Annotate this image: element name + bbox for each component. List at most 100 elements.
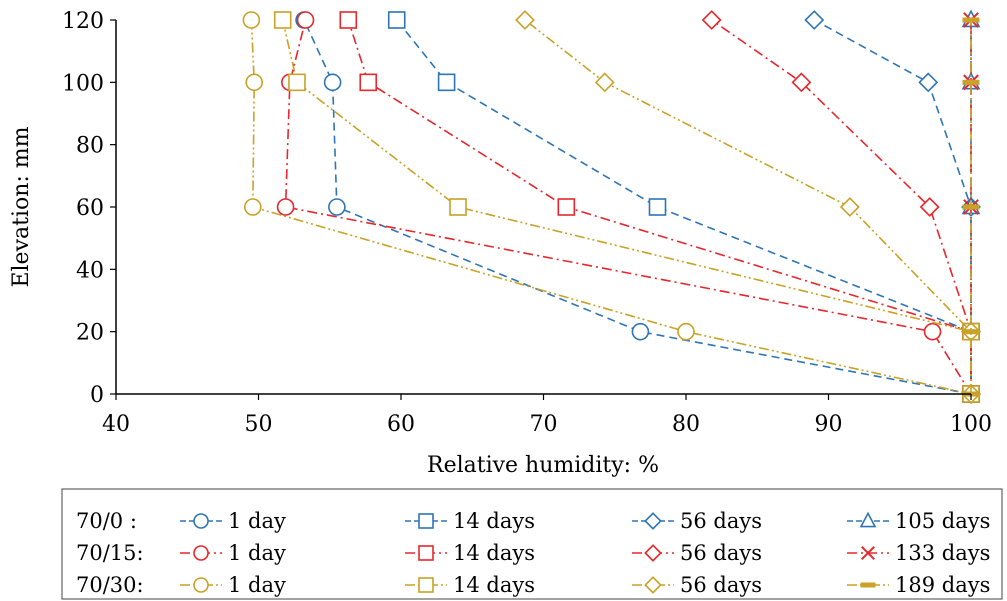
series-4 [276,11,980,403]
legend-item: 56 days [632,509,762,533]
legend-item: 14 days [405,509,535,533]
data-point [557,198,576,216]
legend-item: 14 days [405,541,535,565]
data-point [919,197,940,217]
legend-label: 14 days [453,541,535,565]
data-point [791,72,812,93]
data-point [859,511,877,528]
series-0 [295,11,980,403]
data-point [328,198,346,216]
series-10 [515,10,981,404]
y-tick-label: 120 [62,9,104,34]
legend-label: 1 day [228,509,286,533]
x-axis-title: Relative humidity: % [427,453,659,478]
x-tick-label: 60 [387,412,415,437]
plot-area [242,9,981,404]
data-point [245,73,264,92]
x-tick-label: 100 [950,412,992,437]
data-point [648,198,667,216]
series-line [524,19,972,394]
data-point [449,198,467,216]
legend-group-label: 70/0 : [76,509,137,533]
legend-label: 1 day [228,541,286,565]
y-tick-label: 40 [76,258,104,283]
data-point [860,582,876,588]
legend-label: 133 days [895,541,990,565]
data-point [288,73,306,92]
ticks: 40 50 60 70 80 90 100 0 20 40 60 80 100 120 [62,9,992,437]
y-axis-title: Elevation: mm [9,126,34,287]
x-tick-label: 80 [672,412,700,437]
data-point [418,513,434,529]
legend-group-label: 70/15: [76,541,144,565]
legend-item: 189 days [847,573,990,597]
legend-label: 56 days [680,509,762,533]
data-point [962,204,980,210]
data-point [296,11,315,29]
series-9 [273,11,980,403]
legend-item: 1 day [180,573,286,597]
data-point [387,11,406,29]
data-point [677,322,695,341]
legend-item: 56 days [632,541,762,565]
legend-item: 14 days [405,573,535,597]
legend-item: 56 days [632,573,762,597]
data-point [631,322,650,341]
legend-label: 189 days [895,573,990,597]
series-line [284,19,972,395]
data-point [701,10,722,30]
data-point [193,513,209,529]
legend-item: 105 days [847,509,990,533]
series-line [813,19,972,394]
series-1 [387,11,980,403]
data-point [418,545,434,561]
data-point [860,545,876,561]
series-line [281,19,972,394]
series-line [250,19,972,395]
data-point [193,577,209,593]
legend-label: 14 days [453,509,535,533]
x-tick-label: 90 [815,412,843,437]
legend-item: 1 day [180,541,286,565]
data-point [359,73,378,92]
data-point [515,10,535,30]
data-point [918,72,939,93]
data-point [962,329,980,335]
legend-label: 56 days [680,573,762,597]
data-point [644,576,662,594]
data-point [339,11,358,29]
legend-label: 1 day [228,573,286,597]
x-tick-label: 70 [530,412,558,437]
legend-item: 133 days [847,541,990,565]
data-point [437,73,456,92]
data-point [418,577,434,593]
data-point [273,11,292,29]
legend-label: 14 days [453,573,535,597]
data-point [193,545,209,561]
y-tick-label: 100 [62,71,104,96]
data-point [923,322,942,341]
legend-item: 1 day [180,509,286,533]
legend-frame [61,488,1003,600]
data-point [644,512,662,530]
data-point [594,72,615,93]
data-point [962,17,980,23]
series-2 [804,10,981,404]
data-point [276,198,295,216]
x-tick-label: 50 [245,412,273,437]
data-point [244,198,262,216]
y-tick-label: 80 [76,134,104,159]
legend-group-label: 70/30: [76,573,144,597]
y-tick-label: 20 [76,321,104,346]
data-point [962,79,980,85]
data-point [804,10,825,30]
data-point [242,11,261,29]
legend: 70/0 : 70/15: 70/30: 1 day 14 days 56 days 105… [61,488,1003,600]
legend-label: 105 days [895,509,990,533]
data-point [323,73,342,92]
y-tick-label: 60 [76,196,104,221]
series-8 [242,11,980,403]
y-tick-label: 0 [90,383,104,408]
data-point [839,197,860,217]
